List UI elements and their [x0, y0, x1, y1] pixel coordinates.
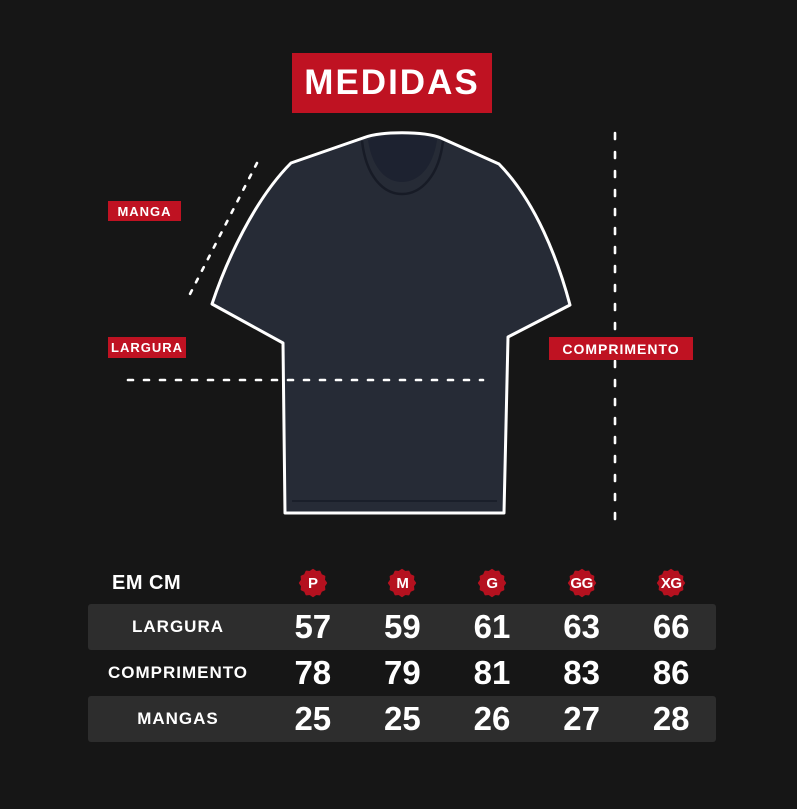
unit-label: EM CM — [112, 571, 182, 594]
comprimento-gg: 83 — [563, 654, 600, 691]
mangas-p: 25 — [294, 700, 332, 737]
size-badge-gg: GG — [567, 568, 597, 598]
size-column-p: P — [268, 568, 358, 598]
table-row-largura: LARGURA 57 59 61 63 66 — [88, 604, 716, 650]
size-table-header: EM CM P M G — [88, 562, 716, 604]
size-badge-xg: XG — [656, 568, 686, 598]
size-letter: M — [396, 574, 409, 592]
largura-xg: 66 — [652, 608, 690, 645]
tshirt-silhouette — [210, 131, 572, 515]
size-letter: GG — [570, 574, 593, 592]
table-row-mangas: MANGAS 25 25 26 27 28 — [88, 696, 716, 742]
largura-label: LARGURA — [108, 337, 186, 358]
mangas-g: 26 — [473, 700, 511, 737]
comprimento-label: COMPRIMENTO — [549, 337, 693, 360]
page-title: MEDIDAS — [292, 53, 492, 113]
size-column-xg: XG — [626, 568, 716, 598]
tshirt-diagram — [126, 131, 617, 526]
comprimento-xg: 86 — [652, 654, 690, 691]
largura-gg: 63 — [563, 608, 600, 645]
size-column-g: G — [447, 568, 537, 598]
manga-measure-line — [187, 161, 259, 298]
size-column-gg: GG — [537, 568, 627, 598]
collar-neck-hole — [368, 134, 437, 182]
size-column-m: M — [358, 568, 448, 598]
size-letter: XG — [660, 574, 682, 592]
comprimento-m: 79 — [384, 654, 421, 691]
size-table: EM CM P M G — [88, 562, 716, 742]
collar-outer-seam — [360, 140, 445, 196]
manga-label: MANGA — [108, 201, 181, 221]
size-badge-m: M — [387, 568, 417, 598]
comprimento-p: 78 — [294, 654, 332, 691]
mangas-gg: 27 — [563, 700, 600, 737]
row-label: LARGURA — [132, 617, 224, 636]
row-label: COMPRIMENTO — [107, 663, 249, 682]
largura-g: 61 — [473, 608, 511, 645]
size-badge-p: P — [298, 568, 328, 598]
size-letter: P — [308, 574, 318, 592]
comprimento-g: 81 — [473, 654, 511, 691]
largura-p: 57 — [294, 608, 332, 645]
mangas-m: 25 — [384, 700, 421, 737]
largura-m: 59 — [384, 608, 421, 645]
table-row-comprimento: COMPRIMENTO 78 79 81 83 86 — [88, 650, 716, 696]
row-label: MANGAS — [137, 709, 219, 728]
size-badge-g: G — [477, 568, 507, 598]
mangas-xg: 28 — [652, 700, 690, 737]
size-letter: G — [486, 574, 498, 592]
